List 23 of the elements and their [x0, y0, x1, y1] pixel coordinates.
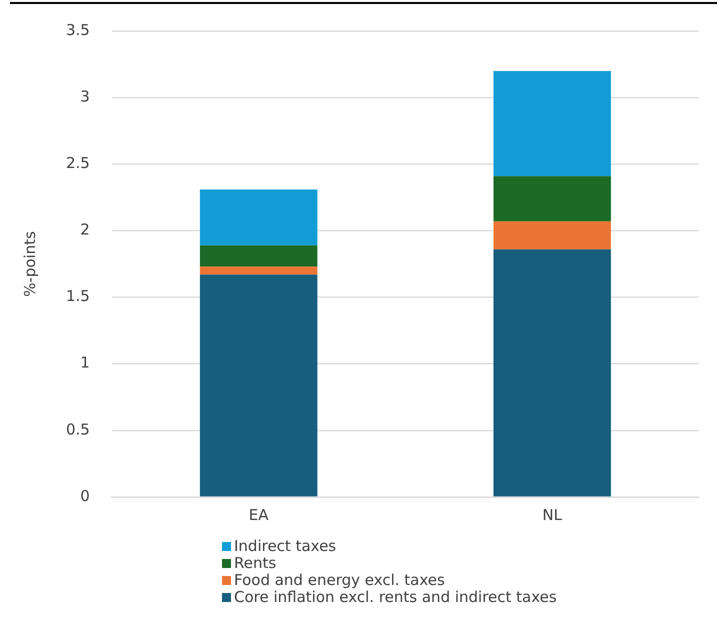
bar — [200, 266, 318, 275]
bar — [200, 274, 318, 496]
y-axis-title: %-points — [20, 230, 39, 297]
y-tick-label: 2.5 — [66, 154, 90, 172]
y-tick-label: 0.5 — [66, 420, 90, 438]
y-tick-label: 0 — [80, 486, 90, 505]
bar — [494, 70, 611, 176]
x-tick-label: EA — [248, 506, 270, 524]
bar — [494, 176, 611, 222]
legend-label: Indirect taxes — [234, 537, 336, 555]
y-tick-label: 3.5 — [66, 20, 90, 39]
y-tick-label: 1.5 — [66, 287, 90, 306]
y-tick-label: 1 — [80, 354, 90, 372]
bar — [200, 245, 318, 267]
x-tick-label: NL — [542, 506, 563, 524]
bar — [494, 249, 611, 496]
bar — [494, 221, 611, 250]
legend-label: Core inflation excl. rents and indirect taxes — [234, 588, 557, 606]
legend-label: Food and energy excl. taxes — [234, 571, 445, 589]
y-tick-label: 3 — [80, 87, 90, 106]
bar — [200, 189, 318, 246]
y-tick-label: 2 — [80, 220, 90, 239]
legend-label: Rents — [234, 554, 276, 572]
